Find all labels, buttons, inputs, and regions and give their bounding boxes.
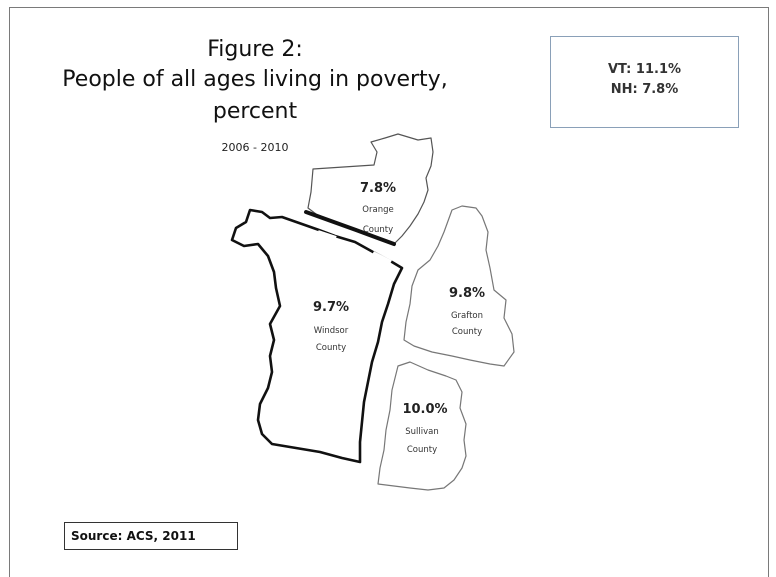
grafton-county-value: 9.8% [449,286,485,301]
figure-title-line-3: percent [212,99,298,124]
source-box: Source: ACS, 2011 [64,522,238,550]
windsor-county-shape [230,208,404,464]
orange-county-name-1: Orange [362,205,393,215]
grafton-county-name-1: Grafton [451,311,483,321]
state-rates-box: VT: 11.1% NH: 7.8% [550,36,739,128]
figure-period: 2006 - 2010 [221,141,289,154]
figure-title-line-1: Figure 2: [207,37,303,62]
figure-title-line-2: People of all ages living in poverty, [62,67,448,92]
sullivan-county-name-1: Sullivan [405,427,439,437]
grafton-county-name-2: County [452,327,482,337]
orange-county-value: 7.8% [360,181,396,196]
sullivan-county-value: 10.0% [402,402,447,417]
windsor-county-value: 9.7% [313,300,349,315]
windsor-county-name-2: County [316,343,346,353]
grafton-county-shape [403,205,515,367]
slide-frame [9,7,769,577]
nh-rate: NH: 7.8% [610,82,679,97]
orange-county-name-2: County [363,225,393,235]
sullivan-county-shape [377,361,467,491]
orange-windsor-boundary [304,210,396,246]
sullivan-county-name-2: County [407,445,437,455]
vt-rate: VT: 11.1% [607,62,682,77]
windsor-boundary-gap [317,230,392,264]
windsor-county-name-1: Windsor [314,326,349,336]
